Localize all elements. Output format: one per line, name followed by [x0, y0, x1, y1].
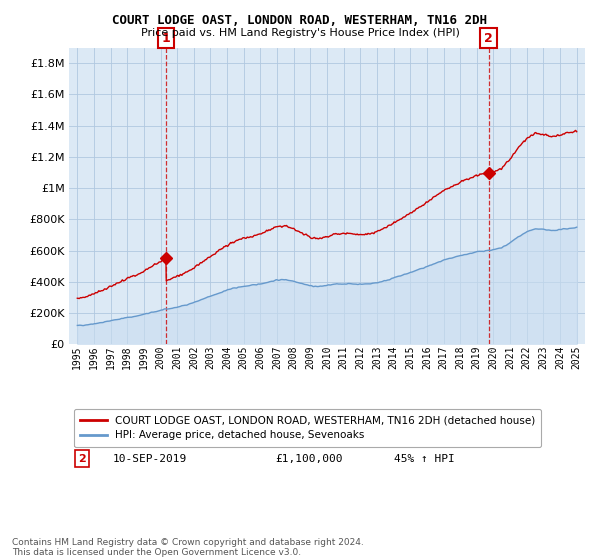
Text: 10-SEP-2019: 10-SEP-2019	[113, 454, 187, 464]
Text: Price paid vs. HM Land Registry's House Price Index (HPI): Price paid vs. HM Land Registry's House …	[140, 28, 460, 38]
Text: 2: 2	[484, 31, 493, 45]
Text: 45% ↑ HPI: 45% ↑ HPI	[394, 454, 455, 464]
Text: £1,100,000: £1,100,000	[275, 454, 343, 464]
Text: 27-APR-2000: 27-APR-2000	[113, 433, 187, 443]
Text: 102% ↑ HPI: 102% ↑ HPI	[394, 433, 461, 443]
Text: COURT LODGE OAST, LONDON ROAD, WESTERHAM, TN16 2DH: COURT LODGE OAST, LONDON ROAD, WESTERHAM…	[113, 14, 487, 27]
Text: Contains HM Land Registry data © Crown copyright and database right 2024.
This d: Contains HM Land Registry data © Crown c…	[12, 538, 364, 557]
Text: 1: 1	[78, 433, 86, 443]
Text: 2: 2	[78, 454, 86, 464]
Legend: COURT LODGE OAST, LONDON ROAD, WESTERHAM, TN16 2DH (detached house), HPI: Averag: COURT LODGE OAST, LONDON ROAD, WESTERHAM…	[74, 409, 541, 447]
Text: £550,000: £550,000	[275, 433, 329, 443]
Text: 1: 1	[161, 31, 170, 45]
